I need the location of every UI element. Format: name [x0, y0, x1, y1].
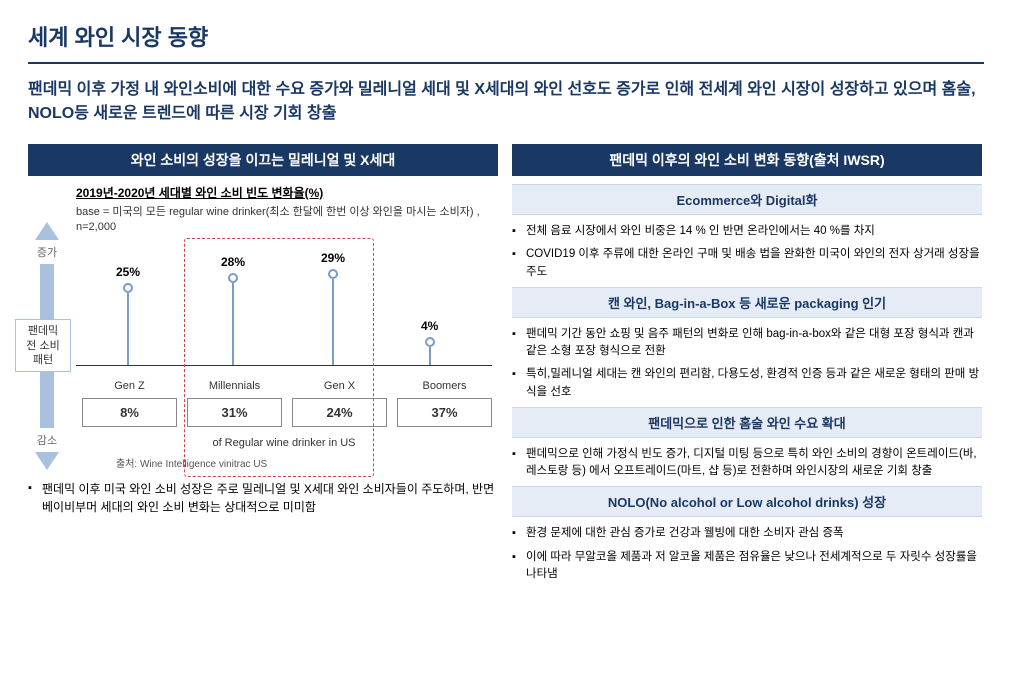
lollipop-value: 4%	[421, 319, 438, 333]
arrow-up-icon	[35, 222, 59, 240]
right-section-header: 팬데믹 이후의 와인 소비 변화 동향(출처 IWSR)	[512, 144, 982, 176]
bullet-item: 환경 문제에 대한 관심 증가로 건강과 웰빙에 대한 소비자 관심 증폭	[512, 525, 982, 542]
lollipop-value: 25%	[116, 265, 140, 279]
lollipop-stem	[232, 283, 234, 365]
bullet-item: 팬데믹 이후 미국 와인 소비 성장은 주로 밀레니얼 및 X세대 와인 소비자…	[28, 480, 498, 516]
lollipop: 4%	[421, 319, 438, 365]
bullet-item: 특히,밀레니얼 세대는 캔 와인의 편리함, 다용도성, 환경적 인증 등과 같…	[512, 366, 982, 401]
trend-header: 캔 와인, Bag-in-a-Box 등 새로운 packaging 인기	[512, 287, 982, 318]
trend-header: NOLO(No alcohol or Low alcohol drinks) 성…	[512, 486, 982, 517]
trend-header: Ecommerce와 Digital화	[512, 184, 982, 215]
chart-main: 2019년-2020년 세대별 와인 소비 빈도 변화율(%) base = 미…	[66, 184, 498, 470]
bullet-item: COVID19 이후 주류에 대한 온라인 구매 및 배송 법을 완화한 미국이…	[512, 246, 982, 281]
bullet-item: 팬데믹 기간 동안 쇼핑 및 음주 패턴의 변화로 인해 bag-in-a-bo…	[512, 326, 982, 361]
generation-cell: Gen Z 8%	[82, 380, 177, 427]
axis-mid-box: 팬데믹 전 소비 패턴	[15, 319, 71, 372]
lollipop-value: 29%	[321, 251, 345, 265]
generation-name: Boomers	[397, 380, 492, 392]
chart-base-note: base = 미국의 모든 regular wine drinker(최소 한달…	[76, 205, 492, 236]
lollipop: 29%	[321, 251, 345, 365]
lollipop-stem	[127, 293, 129, 365]
axis-label-top: 증가	[37, 244, 57, 260]
left-section-header: 와인 소비의 성장을 이끄는 밀레니얼 및 X세대	[28, 144, 498, 176]
arrow-down-icon	[35, 452, 59, 470]
trend-header: 팬데믹으로 인한 홈술 와인 수요 확대	[512, 407, 982, 438]
two-column-layout: 와인 소비의 성장을 이끄는 밀레니얼 및 X세대 증가 팬데믹 전 소비 패턴…	[28, 144, 984, 589]
left-column: 와인 소비의 성장을 이끄는 밀레니얼 및 X세대 증가 팬데믹 전 소비 패턴…	[28, 144, 498, 589]
bullet-item: 팬데믹으로 인해 가정식 빈도 증가, 디지털 미팅 등으로 특히 와인 소비의…	[512, 446, 982, 481]
lollipop-dot-icon	[228, 273, 238, 283]
right-column: 팬데믹 이후의 와인 소비 변화 동향(출처 IWSR) Ecommerce와 …	[512, 144, 982, 589]
bullet-item: 이에 따라 무알코올 제품과 저 알코올 제품은 점유율은 낮으나 전세계적으로…	[512, 549, 982, 584]
lollipop-value: 28%	[221, 255, 245, 269]
summary-text: 팬데믹 이후 가정 내 와인소비에 대한 수요 증가와 밀레니얼 세대 및 X세…	[28, 78, 984, 126]
bullet-item: 전체 음료 시장에서 와인 비중은 14 % 인 반면 온라인에서는 40 %를…	[512, 223, 982, 240]
left-bullet-list: 팬데믹 이후 미국 와인 소비 성장은 주로 밀레니얼 및 X세대 와인 소비자…	[28, 480, 498, 516]
trend-bullet-list: 팬데믹으로 인해 가정식 빈도 증가, 디지털 미팅 등으로 특히 와인 소비의…	[512, 446, 982, 481]
axis-label-bottom: 감소	[37, 432, 57, 448]
generation-cell: Boomers 37%	[397, 380, 492, 427]
chart-wrap: 증가 팬데믹 전 소비 패턴 감소 2019년-2020년 세대별 와인 소비 …	[28, 184, 498, 470]
lollipop-stem	[429, 347, 431, 365]
axis-arrow: 증가 팬데믹 전 소비 패턴 감소	[28, 184, 66, 470]
lollipop-stem	[332, 279, 334, 365]
chart-title: 2019년-2020년 세대별 와인 소비 빈도 변화율(%)	[76, 184, 492, 201]
trend-bullet-list: 환경 문제에 대한 관심 증가로 건강과 웰빙에 대한 소비자 관심 증폭이에 …	[512, 525, 982, 583]
lollipop: 25%	[116, 265, 140, 365]
trends-container: Ecommerce와 Digital화전체 음료 시장에서 와인 비중은 14 …	[512, 184, 982, 583]
generation-share: 37%	[397, 398, 492, 427]
highlight-box	[184, 238, 374, 477]
generation-share: 8%	[82, 398, 177, 427]
lollipop-chart: 25% 28% 29% 4%	[76, 246, 492, 366]
trend-bullet-list: 팬데믹 기간 동안 쇼핑 및 음주 패턴의 변화로 인해 bag-in-a-bo…	[512, 326, 982, 401]
lollipop-dot-icon	[328, 269, 338, 279]
lollipop-dot-icon	[425, 337, 435, 347]
title-rule	[28, 62, 984, 64]
page-title: 세계 와인 시장 동향	[28, 20, 984, 52]
lollipop: 28%	[221, 255, 245, 365]
lollipop-dot-icon	[123, 283, 133, 293]
generation-name: Gen Z	[82, 380, 177, 392]
trend-bullet-list: 전체 음료 시장에서 와인 비중은 14 % 인 반면 온라인에서는 40 %를…	[512, 223, 982, 281]
